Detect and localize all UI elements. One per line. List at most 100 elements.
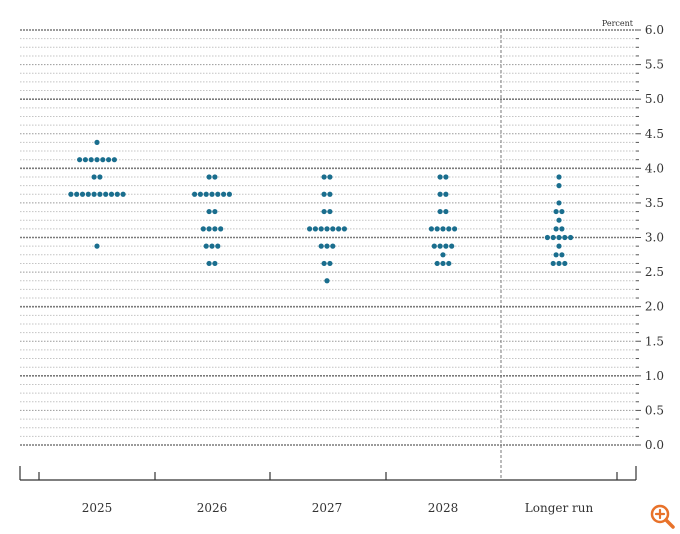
projection-dot <box>74 191 80 197</box>
projection-dot <box>559 252 565 258</box>
projection-dot <box>209 191 215 197</box>
y-tick-label: 2.5 <box>645 265 664 279</box>
projection-dot <box>434 226 440 232</box>
projection-dot <box>203 243 209 249</box>
projection-dot <box>212 174 218 180</box>
y-tick-label: 6.0 <box>645 23 664 37</box>
zoom-in-button[interactable] <box>648 502 676 530</box>
projection-dot <box>556 217 562 223</box>
projection-dot <box>79 191 86 197</box>
projection-dot <box>437 208 443 215</box>
y-tick-label: 5.0 <box>645 92 664 106</box>
projection-dot <box>550 260 556 267</box>
y-tick-label: 0.0 <box>645 438 664 452</box>
projection-dot <box>327 208 333 215</box>
projection-dot <box>108 191 115 197</box>
y-tick-label: 1.0 <box>645 369 664 383</box>
projection-dot <box>556 174 562 180</box>
grid-lines <box>20 29 641 446</box>
x-category-label: 2025 <box>82 501 113 515</box>
projection-dot <box>559 208 565 215</box>
y-tick-label: 4.0 <box>645 161 664 175</box>
projection-dot <box>556 200 562 206</box>
projection-dot <box>97 174 103 180</box>
projection-dot <box>321 208 327 215</box>
y-tick-label: 3.0 <box>645 231 664 245</box>
y-axis-tick-labels: 0.0 0.5 1.0 1.5 2.0 2.5 3.0 3.5 4.0 4.5 5.0 5.5 6.0 <box>645 23 664 452</box>
projection-dot <box>221 191 227 197</box>
projection-dot <box>431 243 437 249</box>
projection-dot <box>550 234 556 241</box>
projection-dot <box>440 260 446 267</box>
projection-dot <box>206 174 212 180</box>
projection-dot <box>120 191 126 197</box>
projection-dot <box>318 243 324 249</box>
projection-dot <box>443 191 449 197</box>
projection-dot <box>111 157 117 163</box>
projection-dot <box>206 260 212 267</box>
projection-dot <box>330 226 336 232</box>
projection-dot <box>562 260 568 267</box>
projection-dot <box>428 226 434 232</box>
projection-dot <box>544 234 551 241</box>
projection-dot <box>437 243 443 249</box>
projection-dot <box>209 243 215 249</box>
y-tick-label: 0.5 <box>645 403 664 417</box>
projection-dot <box>324 243 330 249</box>
y-tick-label: 1.5 <box>645 334 664 348</box>
projection-dot <box>215 243 221 249</box>
projection-dot <box>68 191 74 197</box>
projection-dot <box>446 260 452 267</box>
projection-dot <box>106 157 112 163</box>
projection-dot <box>307 226 313 232</box>
x-category-label: Longer run <box>525 501 594 515</box>
projection-dot <box>434 260 440 267</box>
projection-dot <box>568 234 574 241</box>
projection-dot <box>327 191 333 197</box>
projection-dot <box>192 191 198 197</box>
y-tick-label: 2.0 <box>645 300 664 314</box>
projection-dot <box>341 226 347 232</box>
projection-dot <box>440 252 446 258</box>
projection-dot <box>197 191 203 197</box>
projection-dot <box>556 260 562 267</box>
projection-dot <box>443 174 449 180</box>
projection-dot <box>218 226 224 232</box>
projection-dot <box>324 226 330 232</box>
projection-dot <box>312 226 318 232</box>
projection-dot <box>82 157 88 163</box>
projection-dot <box>327 174 333 180</box>
projection-dot <box>114 191 120 197</box>
y-tick-label: 5.5 <box>645 58 664 72</box>
projection-dot <box>97 191 103 197</box>
projection-dot <box>321 260 327 267</box>
projection-dot <box>437 174 443 180</box>
projection-dot <box>440 226 446 232</box>
projection-dot <box>553 252 559 258</box>
projection-dot <box>321 191 327 197</box>
x-category-label: 2026 <box>197 501 228 515</box>
projection-dot <box>203 191 209 197</box>
projection-dot <box>94 157 100 163</box>
projection-dot <box>559 226 565 232</box>
y-tick-label: 4.5 <box>645 127 664 141</box>
projection-dot <box>200 226 206 232</box>
dot-series <box>68 139 574 284</box>
projection-dot <box>103 191 109 197</box>
projection-dot <box>330 243 336 249</box>
x-category-label: 2028 <box>428 501 459 515</box>
projection-dot <box>226 191 232 197</box>
projection-dot <box>446 226 452 232</box>
projection-dot <box>318 226 324 232</box>
projection-dot <box>452 226 458 232</box>
projection-dot <box>206 226 212 232</box>
projection-dot <box>94 139 100 145</box>
projection-dot <box>336 226 342 232</box>
projection-dot <box>556 234 562 241</box>
projection-dot <box>212 208 218 215</box>
projection-dot <box>85 191 91 197</box>
projection-dot <box>321 174 327 180</box>
projection-dot <box>327 260 333 267</box>
projection-dot <box>443 243 449 249</box>
